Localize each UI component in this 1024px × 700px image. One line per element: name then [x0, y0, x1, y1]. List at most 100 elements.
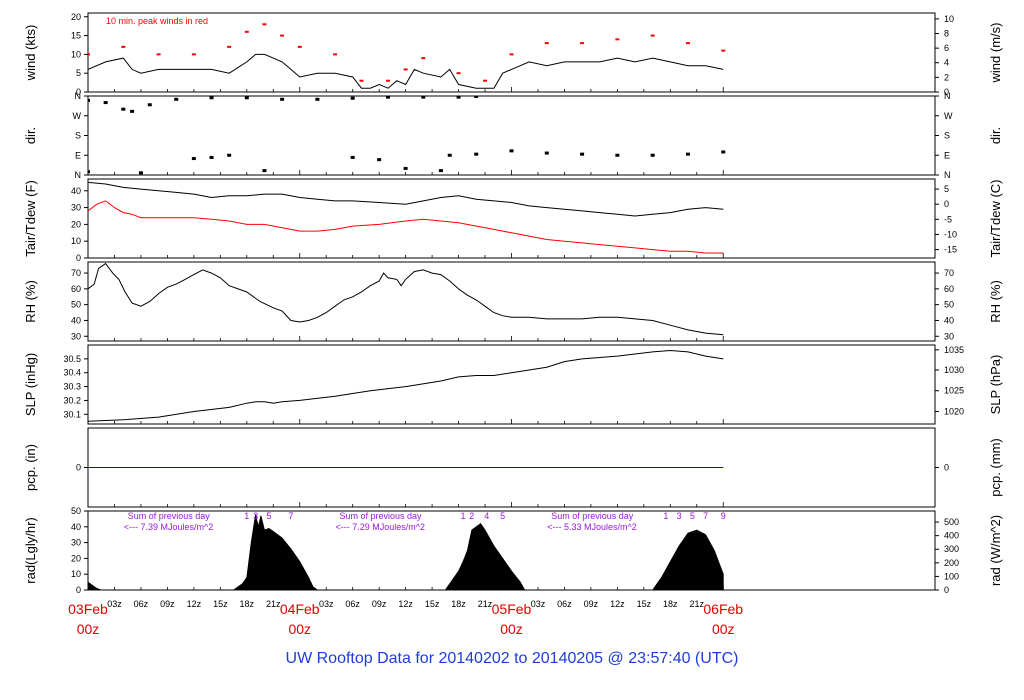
rh-right-tick-label: 60	[944, 284, 954, 294]
dir-point	[685, 152, 690, 156]
wind-peak-point	[580, 42, 585, 45]
rad-left-tick-label: 20	[71, 553, 81, 563]
dir-point	[227, 153, 232, 157]
rad-note-line2: <--- 7.29 MJoules/m^2	[335, 522, 425, 532]
temp-left-tick-label: 40	[71, 186, 81, 196]
dir-right-tick-label: E	[944, 150, 950, 160]
wind-panel-frame	[87, 12, 936, 93]
dir-left-tick-label: N	[75, 170, 82, 180]
dir-point	[103, 101, 108, 105]
dir-point	[509, 149, 514, 153]
rad-right-tick-label: 200	[944, 558, 959, 568]
wind-peak-point	[359, 79, 364, 82]
dir-point	[385, 96, 390, 99]
wind-peak-point	[385, 79, 390, 82]
wind-right-tick-label: 0	[944, 87, 949, 97]
wind-peak-point	[280, 34, 285, 37]
rh-left-tick-label: 40	[71, 315, 81, 325]
wind-peak-point	[509, 53, 514, 56]
wind-peak-point	[421, 57, 426, 60]
time-minor-label: 21z	[266, 599, 281, 609]
wind-peak-point	[544, 42, 549, 45]
dir-point	[650, 153, 655, 157]
dir-point	[138, 171, 143, 175]
time-hour-label: 00z	[77, 621, 100, 637]
wind-left-axis-title: wind (kts)	[23, 25, 38, 82]
dir-right-axis-title: dir.	[988, 127, 1003, 144]
wind-right-tick-label: 10	[944, 14, 954, 24]
rad-left-tick-label: 10	[71, 569, 81, 579]
temp-left-tick-label: 0	[76, 253, 81, 263]
dir-right-tick-label: W	[944, 111, 953, 121]
wind-right-tick-label: 4	[944, 58, 949, 68]
time-minor-label: 06z	[345, 599, 360, 609]
dir-point	[403, 166, 408, 170]
rad-right-axis-title: rad (W/m^2)	[988, 515, 1003, 586]
rad-left-tick-label: 0	[76, 585, 81, 595]
time-minor-label: 09z	[160, 599, 175, 609]
time-minor-label: 09z	[372, 599, 387, 609]
dir-point	[615, 153, 620, 157]
slp-panel-frame	[87, 344, 936, 425]
wind-left-tick-label: 5	[76, 68, 81, 78]
rad-hour-mark: 4	[484, 511, 489, 521]
rad-hour-mark: 5	[266, 511, 271, 521]
dir-point	[580, 152, 585, 156]
temp-series-line	[88, 200, 724, 254]
wind-peak-point	[615, 38, 620, 41]
dir-right-tick-label: N	[944, 91, 951, 101]
dir-point	[147, 103, 152, 107]
wind-peak-point	[721, 49, 726, 52]
time-minor-label: 03z	[107, 599, 122, 609]
rad-right-tick-label: 100	[944, 571, 959, 581]
wind-right-axis-title: wind (m/s)	[988, 23, 1003, 84]
dir-point	[474, 96, 479, 98]
dir-point	[315, 97, 320, 101]
rad-left-tick-label: 40	[71, 522, 81, 532]
dir-point	[174, 97, 179, 101]
wind-right-tick-label: 6	[944, 43, 949, 53]
dir-left-tick-label: W	[73, 111, 82, 121]
slp-left-axis-title: SLP (inHg)	[23, 353, 38, 416]
rad-hour-mark: 1	[460, 511, 465, 521]
dir-point	[447, 153, 452, 157]
dir-point	[474, 152, 479, 156]
time-minor-label: 15z	[213, 599, 228, 609]
time-minor-label: 18z	[240, 599, 255, 609]
time-minor-label: 21z	[690, 599, 705, 609]
dir-point	[377, 158, 382, 162]
dir-right-tick-label: S	[944, 131, 950, 141]
wind-peak-point	[156, 53, 161, 56]
slp-right-tick-label: 1025	[944, 386, 964, 396]
time-day-label: 04Feb	[280, 601, 320, 617]
rad-note-line1: Sum of previous day	[128, 511, 211, 521]
wind-peak-point	[650, 34, 655, 37]
dir-point	[209, 96, 214, 100]
temp-right-tick-label: -10	[944, 229, 957, 239]
rh-right-axis-title: RH (%)	[988, 280, 1003, 323]
dir-point	[350, 96, 355, 100]
slp-left-tick-label: 30.3	[63, 382, 81, 392]
dir-point	[209, 155, 214, 159]
dir-left-tick-label: N	[75, 91, 82, 101]
wind-peak-point	[191, 53, 196, 56]
wind-right-tick-label: 2	[944, 72, 949, 82]
time-minor-label: 18z	[451, 599, 466, 609]
dir-left-axis-title: dir.	[23, 127, 38, 144]
dir-point	[244, 96, 249, 100]
rad-left-tick-label: 50	[71, 506, 81, 516]
rh-left-tick-label: 70	[71, 268, 81, 278]
slp-right-tick-label: 1035	[944, 345, 964, 355]
rad-series-area	[88, 514, 724, 590]
dir-point	[191, 157, 196, 161]
dir-point	[544, 151, 549, 155]
rad-right-tick-label: 300	[944, 544, 959, 554]
wind-peak-point	[88, 53, 90, 56]
wind-peak-point	[403, 68, 408, 71]
wind-peak-point	[262, 23, 267, 26]
dir-point	[121, 107, 126, 111]
rad-hour-mark: 3	[677, 511, 682, 521]
time-minor-label: 06z	[134, 599, 149, 609]
time-minor-label: 15z	[637, 599, 652, 609]
